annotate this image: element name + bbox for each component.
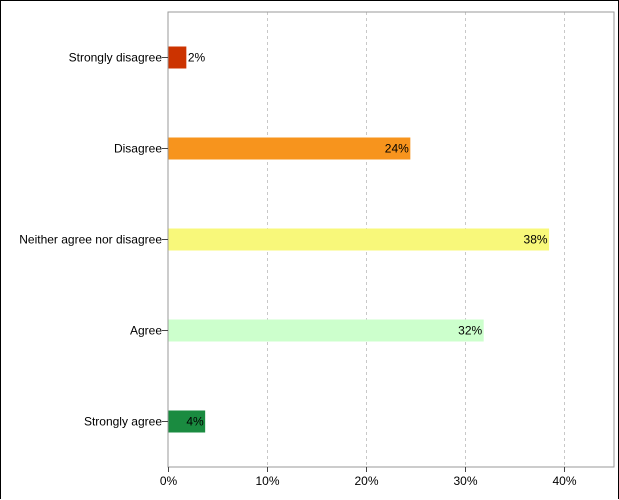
bar: [168, 137, 411, 160]
bar: [168, 319, 484, 342]
category-label: Strongly agree: [84, 415, 162, 429]
category-label: Neither agree nor disagree: [19, 233, 162, 247]
data-label: 24%: [385, 142, 409, 156]
x-tick-label: 10%: [255, 474, 279, 488]
axes: [162, 11, 615, 472]
x-tick-label: 20%: [354, 474, 378, 488]
bar: [168, 410, 206, 433]
bar: [168, 46, 187, 69]
x-tick-label: 0%: [160, 474, 178, 488]
x-tick-label: 30%: [453, 474, 477, 488]
category-label: Disagree: [114, 142, 162, 156]
data-label: 4%: [186, 415, 204, 429]
x-tick-label: 40%: [552, 474, 576, 488]
category-label: Strongly disagree: [69, 51, 163, 65]
data-label: 38%: [524, 233, 548, 247]
bar: [168, 228, 550, 251]
data-label: 2%: [188, 51, 206, 65]
labels: 0% 10% 20% 30% 40% Strongly disagree 2% Disagre…: [19, 51, 577, 489]
bars: [168, 46, 550, 433]
data-label: 32%: [458, 324, 482, 338]
gridlines: [267, 12, 565, 467]
category-label: Agree: [130, 324, 162, 338]
